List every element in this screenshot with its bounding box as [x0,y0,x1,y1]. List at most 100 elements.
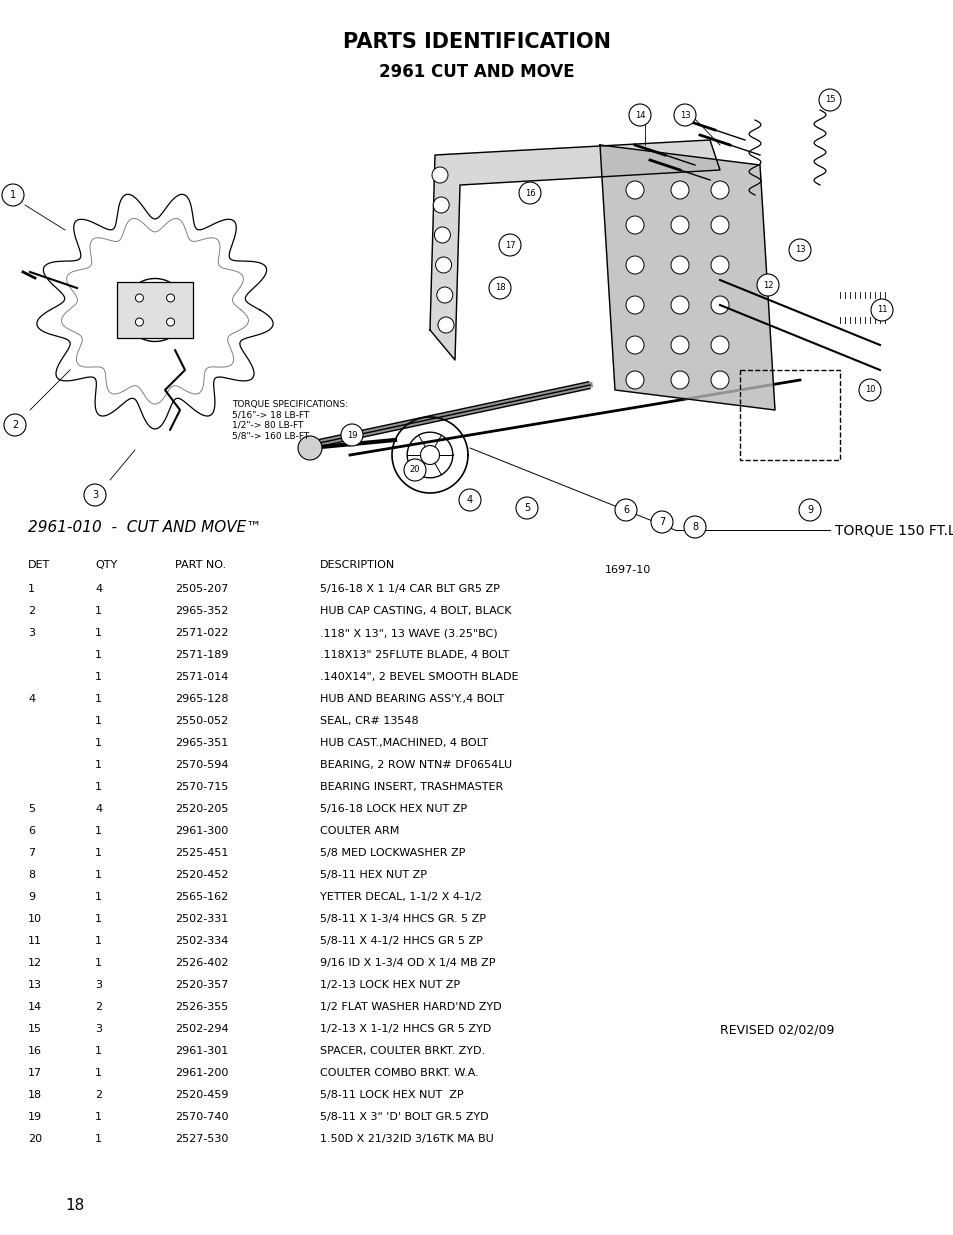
Circle shape [340,424,363,446]
Text: 8: 8 [691,522,698,532]
Circle shape [788,240,810,261]
Text: 12: 12 [762,280,773,289]
Text: 10: 10 [863,385,874,394]
Circle shape [670,336,688,354]
Text: 5/8-11 X 4-1/2 HHCS GR 5 ZP: 5/8-11 X 4-1/2 HHCS GR 5 ZP [319,936,482,946]
Text: 2961 CUT AND MOVE: 2961 CUT AND MOVE [378,63,575,82]
Text: 1: 1 [95,826,102,836]
Circle shape [670,370,688,389]
Text: 3: 3 [91,490,98,500]
Text: 19: 19 [28,1112,42,1123]
Text: 2502-331: 2502-331 [174,914,228,924]
Text: 15: 15 [824,95,835,105]
Text: 18: 18 [495,284,505,293]
Text: 14: 14 [634,110,644,120]
Text: 3: 3 [28,629,35,638]
Text: 1: 1 [95,694,102,704]
Text: 2520-357: 2520-357 [174,981,228,990]
Text: 5/16-18 X 1 1/4 CAR BLT GR5 ZP: 5/16-18 X 1 1/4 CAR BLT GR5 ZP [319,584,499,594]
Circle shape [683,516,705,538]
Text: 1: 1 [95,914,102,924]
Text: 1: 1 [95,892,102,902]
Text: 2961-300: 2961-300 [174,826,228,836]
Text: 1: 1 [95,716,102,726]
Text: 2527-530: 2527-530 [174,1134,228,1144]
Text: .118X13" 25FLUTE BLADE, 4 BOLT: .118X13" 25FLUTE BLADE, 4 BOLT [319,650,509,659]
Text: 17: 17 [504,241,515,249]
Text: 4: 4 [95,804,102,814]
Text: 5/8-11 X 1-3/4 HHCS GR. 5 ZP: 5/8-11 X 1-3/4 HHCS GR. 5 ZP [319,914,485,924]
Text: 12: 12 [28,958,42,968]
Circle shape [458,489,480,511]
Text: 2520-205: 2520-205 [174,804,228,814]
Circle shape [625,336,643,354]
Text: 2550-052: 2550-052 [174,716,228,726]
Text: REVISED 02/02/09: REVISED 02/02/09 [720,1024,834,1036]
Text: 1697-10: 1697-10 [604,564,651,576]
Circle shape [858,379,880,401]
Text: 1: 1 [95,848,102,858]
Circle shape [625,182,643,199]
Circle shape [818,89,841,111]
Text: 1: 1 [95,629,102,638]
Text: 11: 11 [876,305,886,315]
Text: 2520-452: 2520-452 [174,869,229,881]
Circle shape [437,317,454,333]
Circle shape [434,227,450,243]
Text: 2526-355: 2526-355 [174,1002,228,1011]
Text: 2: 2 [28,606,35,616]
Text: 5/8 MED LOCKWASHER ZP: 5/8 MED LOCKWASHER ZP [319,848,465,858]
Text: 2961-301: 2961-301 [174,1046,228,1056]
Text: 1: 1 [95,1046,102,1056]
Circle shape [615,499,637,521]
Text: 2965-351: 2965-351 [174,739,228,748]
Circle shape [518,182,540,204]
Text: 15: 15 [28,1024,42,1034]
Circle shape [2,184,24,206]
Text: 1: 1 [95,739,102,748]
Text: 1/2-13 LOCK HEX NUT ZP: 1/2-13 LOCK HEX NUT ZP [319,981,459,990]
Text: 1: 1 [95,958,102,968]
FancyBboxPatch shape [117,282,193,338]
Text: 13: 13 [794,246,804,254]
Circle shape [297,436,322,459]
Circle shape [625,296,643,314]
Text: 5: 5 [523,503,530,513]
Text: TORQUE 150 FT.LBS.: TORQUE 150 FT.LBS. [834,522,953,537]
Text: 1: 1 [95,869,102,881]
Text: 5/8-11 X 3" 'D' BOLT GR.5 ZYD: 5/8-11 X 3" 'D' BOLT GR.5 ZYD [319,1112,488,1123]
Circle shape [84,484,106,506]
Text: 16: 16 [28,1046,42,1056]
Text: 9: 9 [28,892,35,902]
Circle shape [670,216,688,233]
Circle shape [403,459,426,480]
Text: 4: 4 [466,495,473,505]
Text: HUB CAP CASTING, 4 BOLT, BLACK: HUB CAP CASTING, 4 BOLT, BLACK [319,606,511,616]
Circle shape [433,198,449,212]
Circle shape [625,370,643,389]
Text: 9: 9 [806,505,812,515]
Text: DESCRIPTION: DESCRIPTION [319,559,395,571]
Text: 1: 1 [28,584,35,594]
Text: 2570-740: 2570-740 [174,1112,229,1123]
Polygon shape [599,144,774,410]
Text: COULTER COMBO BRKT. W.A.: COULTER COMBO BRKT. W.A. [319,1068,478,1078]
Text: 18: 18 [28,1091,42,1100]
Text: 20: 20 [28,1134,42,1144]
Text: 7: 7 [28,848,35,858]
Text: 5: 5 [28,804,35,814]
Text: SEAL, CR# 13548: SEAL, CR# 13548 [319,716,418,726]
Text: HUB CAST.,MACHINED, 4 BOLT: HUB CAST.,MACHINED, 4 BOLT [319,739,488,748]
Text: 13: 13 [28,981,42,990]
Text: 2570-715: 2570-715 [174,782,228,792]
Text: 3: 3 [95,981,102,990]
Text: TORQUE SPECIFICATIONS:
5/16"-> 18 LB-FT
1/2"-> 80 LB-FT
5/8"-> 160 LB-FT: TORQUE SPECIFICATIONS: 5/16"-> 18 LB-FT … [232,400,348,440]
Circle shape [135,319,143,326]
Text: 13: 13 [679,110,690,120]
Text: 2526-402: 2526-402 [174,958,229,968]
Circle shape [710,216,728,233]
Circle shape [489,277,511,299]
Text: 1: 1 [95,1068,102,1078]
Text: 1/2-13 X 1-1/2 HHCS GR 5 ZYD: 1/2-13 X 1-1/2 HHCS GR 5 ZYD [319,1024,491,1034]
Text: BEARING INSERT, TRASHMASTER: BEARING INSERT, TRASHMASTER [319,782,503,792]
